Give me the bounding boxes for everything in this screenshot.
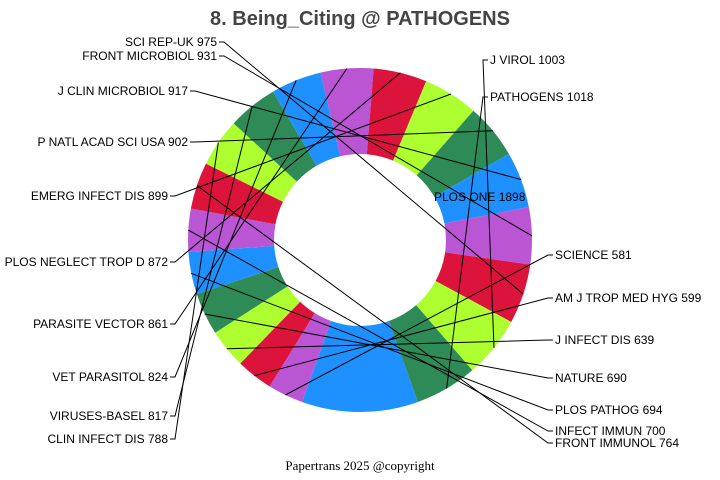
slice-label: PLOS NEGLECT TROP D 872 bbox=[5, 255, 169, 269]
slice-label: PLOS ONE 1898 bbox=[434, 190, 526, 204]
leader-line bbox=[446, 96, 488, 389]
leader-line bbox=[285, 254, 553, 396]
slice-label: VET PARASITOL 824 bbox=[52, 370, 168, 384]
slice-plos-one bbox=[302, 320, 418, 412]
slices-layer bbox=[188, 67, 532, 412]
slice-plos-pathog bbox=[188, 245, 279, 295]
slice-front-immunol bbox=[190, 163, 283, 225]
slice-j-infect-dis bbox=[215, 286, 301, 364]
leader-line bbox=[190, 130, 493, 143]
leader-line bbox=[170, 80, 297, 378]
slice-label: PARASITE VECTOR 861 bbox=[33, 317, 168, 331]
leader-line bbox=[219, 55, 533, 237]
slice-label: P NATL ACAD SCI USA 902 bbox=[37, 135, 188, 149]
slice-j-clin-microbiol bbox=[434, 153, 529, 224]
slice-sci-rep-uk bbox=[435, 252, 531, 322]
leader-line bbox=[188, 229, 553, 432]
leader-line bbox=[170, 93, 452, 197]
leader-line bbox=[170, 105, 253, 417]
slice-label: NATURE 690 bbox=[555, 371, 627, 385]
slice-label: PATHOGENS 1018 bbox=[490, 90, 594, 104]
leaders-layer bbox=[170, 41, 553, 444]
slice-pathogens bbox=[388, 305, 473, 402]
slice-clin-infect-dis bbox=[205, 123, 297, 202]
slice-front-microbiol bbox=[444, 207, 532, 265]
slice-label: VIRUSES-BASEL 817 bbox=[50, 409, 169, 423]
slice-label: J CLIN MICROBIOL 917 bbox=[58, 84, 189, 98]
leader-line bbox=[219, 41, 524, 295]
slice-label: SCI REP-UK 975 bbox=[125, 35, 217, 49]
leader-line bbox=[191, 272, 553, 411]
slice-science bbox=[269, 313, 332, 402]
chart-title: 8. Being_Citing @ PATHOGENS bbox=[210, 8, 510, 30]
leader-line bbox=[254, 297, 553, 377]
leader-line bbox=[226, 339, 553, 350]
slice-am-j-trop-med-hyg bbox=[240, 301, 315, 387]
slice-j-virol bbox=[416, 280, 512, 371]
slice-label: EMERG INFECT DIS 899 bbox=[31, 189, 168, 203]
leader-line bbox=[190, 90, 522, 181]
slice-label: J INFECT DIS 639 bbox=[555, 333, 654, 347]
slice-label: FRONT IMMUNOL 764 bbox=[555, 436, 679, 450]
labels-layer: PLOS ONE 1898 SCIENCE 581 AM J TROP MED HY… bbox=[5, 35, 702, 450]
slice-emerg-infect-dis bbox=[393, 81, 474, 176]
leader-line bbox=[170, 142, 219, 440]
leader-line bbox=[482, 59, 495, 348]
slice-label: AM J TROP MED HYG 599 bbox=[555, 291, 702, 305]
slice-viruses-basel bbox=[233, 91, 317, 182]
leader-line bbox=[204, 313, 553, 379]
slice-label: PLOS PATHOG 694 bbox=[555, 403, 663, 417]
leader-line bbox=[196, 185, 553, 444]
slice-label: J VIROL 1003 bbox=[490, 53, 565, 67]
slice-label: SCIENCE 581 bbox=[555, 248, 632, 262]
slice-parasite-vector bbox=[320, 67, 374, 157]
footer-copyright: Papertrans 2025 @copyright bbox=[285, 458, 435, 473]
slice-infect-immun bbox=[188, 208, 276, 252]
slice-label: FRONT MICROBIOL 931 bbox=[82, 49, 217, 63]
slice-label: CLIN INFECT DIS 788 bbox=[48, 432, 169, 446]
leader-line bbox=[170, 72, 401, 263]
slice-label: INFECT IMMUN 700 bbox=[555, 424, 666, 438]
